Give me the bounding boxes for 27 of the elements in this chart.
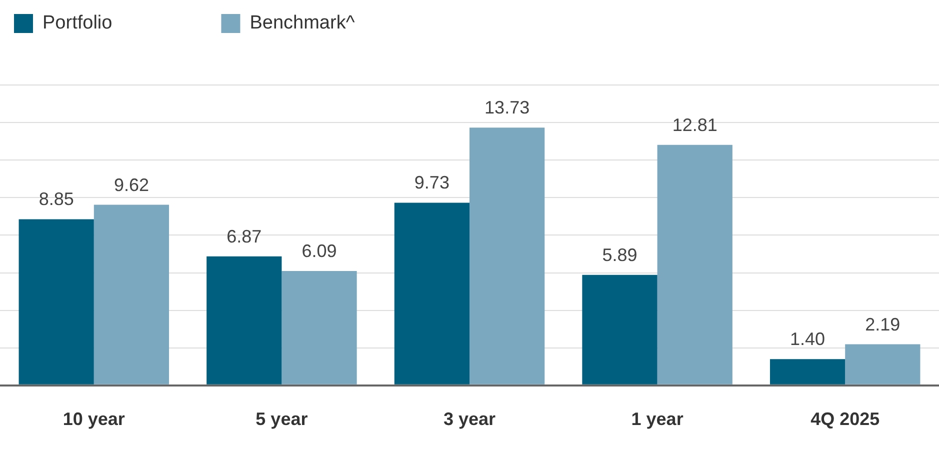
data-label: 1.40 [790, 329, 826, 350]
data-label: 13.73 [484, 98, 530, 118]
bar [470, 128, 545, 384]
legend-label: Portfolio [42, 12, 208, 34]
bar [582, 274, 658, 384]
x-tick-label: 4Q 2025 [810, 409, 880, 430]
data-label: 2.19 [865, 314, 900, 334]
bar [282, 271, 357, 384]
x-tick-label: 3 year [443, 409, 496, 430]
bar [18, 219, 94, 384]
data-label: 9.62 [114, 174, 149, 195]
data-label: 12.81 [672, 114, 718, 135]
data-label: 6.87 [226, 226, 262, 246]
x-tick-label: 1 year [631, 409, 684, 430]
bar [770, 359, 846, 384]
data-label: 8.85 [38, 189, 74, 210]
bar [657, 144, 732, 384]
bar [206, 256, 282, 384]
bar [394, 202, 470, 384]
bar [845, 344, 920, 384]
data-label: 9.73 [414, 172, 450, 193]
x-tick-label: 10 year [62, 409, 125, 430]
bar [94, 204, 170, 384]
data-label: 6.09 [302, 241, 337, 262]
data-label: 5.89 [602, 244, 638, 265]
legend-label: Benchmark^ [250, 12, 355, 34]
x-tick-label: 5 year [256, 409, 308, 430]
